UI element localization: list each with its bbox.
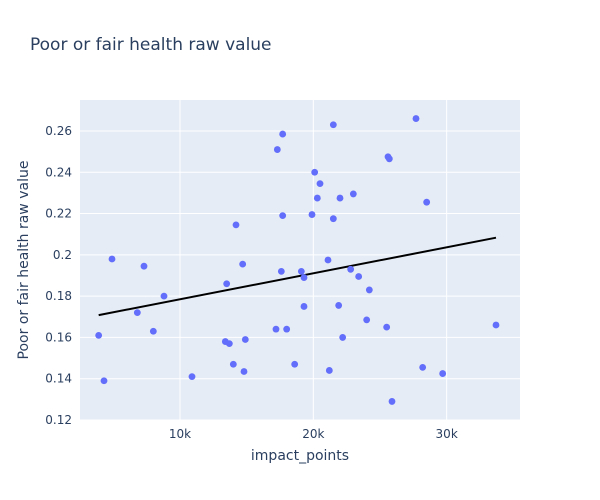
scatter-point [223, 280, 231, 288]
scatter-point [279, 130, 287, 138]
chart-title: Poor or fair health raw value [30, 35, 272, 55]
scatter-point [149, 327, 157, 335]
scatter-point [325, 367, 333, 374]
scatter-point [349, 190, 357, 198]
grid-lines [80, 100, 520, 421]
x-axis-title: impact_points [251, 448, 349, 464]
scatter-point [311, 168, 319, 176]
scatter-point [283, 325, 291, 333]
scatter-point [412, 115, 420, 122]
data-points [95, 115, 500, 405]
scatter-point [439, 370, 447, 377]
scatter-point [423, 198, 431, 206]
scatter-point [388, 398, 396, 405]
scatter-point [225, 340, 233, 348]
scatter-point [232, 221, 240, 229]
scatter-point [385, 155, 393, 163]
scatter-point [308, 211, 316, 218]
trendline-layer [98, 236, 497, 317]
scatter-point [492, 321, 500, 329]
scatter-point [160, 292, 168, 300]
scatter-point [336, 194, 344, 202]
scatter-point [241, 336, 249, 343]
scatter-point [363, 316, 371, 324]
scatter-point [273, 146, 281, 153]
scatter-point [300, 303, 308, 310]
trendline [98, 236, 497, 317]
scatter-point [279, 212, 287, 220]
scatter-point [355, 273, 363, 280]
scatter-point [347, 265, 355, 273]
scatter-point [188, 373, 196, 381]
y-axis-title: Poor or fair health raw value [16, 161, 32, 360]
scatter-point [240, 368, 248, 375]
scatter-point [95, 331, 103, 339]
x-tick-label: 30k [436, 427, 458, 441]
scatter-point [365, 286, 373, 294]
y-tick-label: 0.18 [45, 289, 72, 303]
scatter-point [100, 377, 108, 385]
scatter-point [335, 302, 343, 309]
scatter-point [297, 267, 305, 275]
scatter-point [133, 309, 141, 317]
scatter-point [272, 325, 280, 333]
scatter-point [316, 180, 324, 188]
scatter-point [339, 334, 347, 341]
scatter-point [300, 274, 308, 281]
y-tick-label: 0.14 [45, 372, 72, 386]
scatter-point [277, 267, 285, 275]
y-tick-label: 0.16 [45, 330, 72, 344]
scatter-point [108, 255, 116, 263]
x-tick-label: 20k [302, 427, 324, 441]
scatter-point [140, 262, 148, 270]
scatter-point [419, 363, 427, 371]
y-tick-labels: 0.12 0.14 0.16 0.18 0.2 0.22 0.24 0.26 [45, 124, 72, 427]
x-tick-label: 10k [169, 427, 191, 441]
y-tick-label: 0.12 [45, 413, 72, 427]
y-tick-label: 0.24 [45, 165, 72, 179]
scatter-point [239, 260, 247, 268]
scatter-point [329, 215, 337, 223]
y-tick-label: 0.2 [53, 248, 72, 262]
scatter-point [383, 323, 391, 331]
x-tick-labels: 10k 20k 30k [169, 427, 458, 441]
y-tick-label: 0.22 [45, 207, 72, 221]
y-tick-label: 0.26 [45, 124, 72, 138]
scatter-point [329, 121, 337, 129]
scatter-point [313, 194, 321, 202]
plot-area [80, 100, 520, 420]
scatter-point [229, 360, 237, 368]
scatter-point [324, 256, 332, 264]
scatter-point [291, 360, 299, 368]
